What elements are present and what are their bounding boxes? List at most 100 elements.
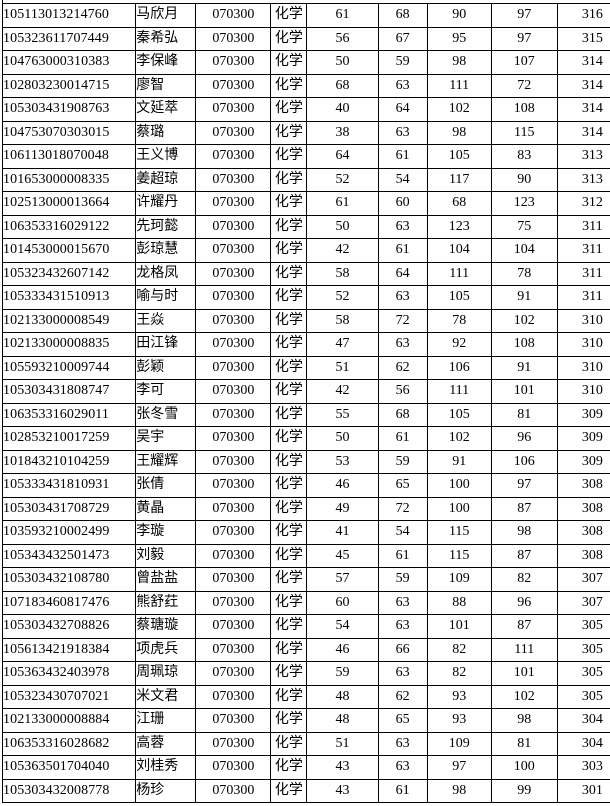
table-row: 106353316028682 高蓉 070300 化学 51 63 109 8… [1,731,610,756]
cell-score-1: 61 [306,191,379,216]
cell-name: 秦希弘 [135,26,197,51]
cell-score-3: 111 [426,379,492,404]
cell-major-code: 070300 [195,308,272,333]
cell-major-code: 070300 [195,261,272,286]
cell-major-name: 化学 [270,214,308,239]
cell-name: 李璇 [135,520,197,545]
cell-score-3: 98 [426,50,492,75]
cell-name: 喻与时 [135,285,197,310]
cell-major-code: 070300 [195,214,272,239]
cell-major-name: 化学 [270,167,308,192]
cell-major-code: 070300 [195,402,272,427]
cell-score-2: 54 [377,520,428,545]
cell-score-3: 97 [426,755,492,780]
cell-score-1: 43 [306,778,379,803]
cell-name: 廖智 [135,73,197,98]
cell-total-score: 310 [556,308,610,333]
table-row: 105363501704040 刘桂秀 070300 化学 43 63 97 1… [1,755,610,780]
cell-name: 刘毅 [135,543,197,568]
cell-total-score: 301 [556,778,610,803]
cell-total-score: 304 [556,708,610,733]
cell-candidate-id: 105593210009744 [1,355,137,380]
cell-major-code: 070300 [195,661,272,686]
cell-score-3: 109 [426,731,492,756]
cell-score-2: 72 [377,496,428,521]
cell-score-1: 60 [306,590,379,615]
cell-major-name: 化学 [270,755,308,780]
cell-major-name: 化学 [270,97,308,122]
cell-score-2: 62 [377,355,428,380]
cell-major-code: 070300 [195,191,272,216]
cell-score-3: 82 [426,661,492,686]
cell-major-code: 070300 [195,755,272,780]
cell-candidate-id: 105303432008778 [1,778,137,803]
cell-name: 江珊 [135,708,197,733]
cell-score-4: 96 [490,590,558,615]
cell-major-code: 070300 [195,496,272,521]
table-row: 105323611707449 秦希弘 070300 化学 56 67 95 9… [1,26,610,51]
cell-score-2: 63 [377,755,428,780]
cell-score-4: 98 [490,520,558,545]
cell-candidate-id: 105333431810931 [1,473,137,498]
cell-score-1: 50 [306,426,379,451]
table-row: 101453000015670 彭琼慧 070300 化学 42 61 104 … [1,238,610,263]
cell-candidate-id: 101653000008335 [1,167,137,192]
cell-major-name: 化学 [270,778,308,803]
cell-name: 王耀辉 [135,449,197,474]
cell-score-4: 100 [490,755,558,780]
cell-total-score: 304 [556,731,610,756]
cell-major-name: 化学 [270,449,308,474]
cell-score-3: 78 [426,308,492,333]
cell-major-code: 070300 [195,120,272,145]
table-row: 105333431810931 张倩 070300 化学 46 65 100 9… [1,473,610,498]
cell-score-1: 52 [306,167,379,192]
cell-name: 蔡瑭璇 [135,614,197,639]
cell-major-name: 化学 [270,144,308,169]
table-row: 105343432501473 刘毅 070300 化学 45 61 115 8… [1,543,610,568]
cell-score-1: 68 [306,73,379,98]
cell-total-score: 314 [556,73,610,98]
cell-major-name: 化学 [270,661,308,686]
cell-score-1: 57 [306,567,379,592]
cell-score-1: 42 [306,238,379,263]
cell-candidate-id: 101453000015670 [1,238,137,263]
table-row: 105303431708729 黄晶 070300 化学 49 72 100 8… [1,496,610,521]
cell-score-3: 102 [426,97,492,122]
cell-major-name: 化学 [270,355,308,380]
cell-major-code: 070300 [195,543,272,568]
cell-score-4: 72 [490,73,558,98]
cell-major-code: 070300 [195,167,272,192]
cell-candidate-id: 105343432501473 [1,543,137,568]
cell-major-name: 化学 [270,543,308,568]
cell-score-4: 115 [490,120,558,145]
cell-candidate-id: 105303431808747 [1,379,137,404]
cell-score-4: 83 [490,144,558,169]
cell-major-name: 化学 [270,731,308,756]
cell-name: 先珂懿 [135,214,197,239]
cell-total-score: 308 [556,496,610,521]
cell-name: 项虎兵 [135,637,197,662]
cell-score-3: 68 [426,191,492,216]
cell-score-4: 98 [490,708,558,733]
cell-score-4: 91 [490,285,558,310]
cell-score-3: 101 [426,614,492,639]
cell-total-score: 308 [556,543,610,568]
cell-major-name: 化学 [270,261,308,286]
table-row: 103593210002499 李璇 070300 化学 41 54 115 9… [1,520,610,545]
cell-score-2: 68 [377,402,428,427]
cell-name: 黄晶 [135,496,197,521]
table-row: 105593210009744 彭颖 070300 化学 51 62 106 9… [1,355,610,380]
cell-name: 田江锋 [135,332,197,357]
cell-score-4: 106 [490,449,558,474]
cell-score-1: 51 [306,355,379,380]
cell-name: 王义博 [135,144,197,169]
cell-total-score: 310 [556,355,610,380]
cell-score-4: 104 [490,238,558,263]
cell-score-3: 115 [426,520,492,545]
cell-name: 曾盐盐 [135,567,197,592]
cell-score-1: 38 [306,120,379,145]
cell-name: 王焱 [135,308,197,333]
cell-score-3: 82 [426,637,492,662]
cell-score-2: 63 [377,214,428,239]
cell-score-2: 72 [377,308,428,333]
